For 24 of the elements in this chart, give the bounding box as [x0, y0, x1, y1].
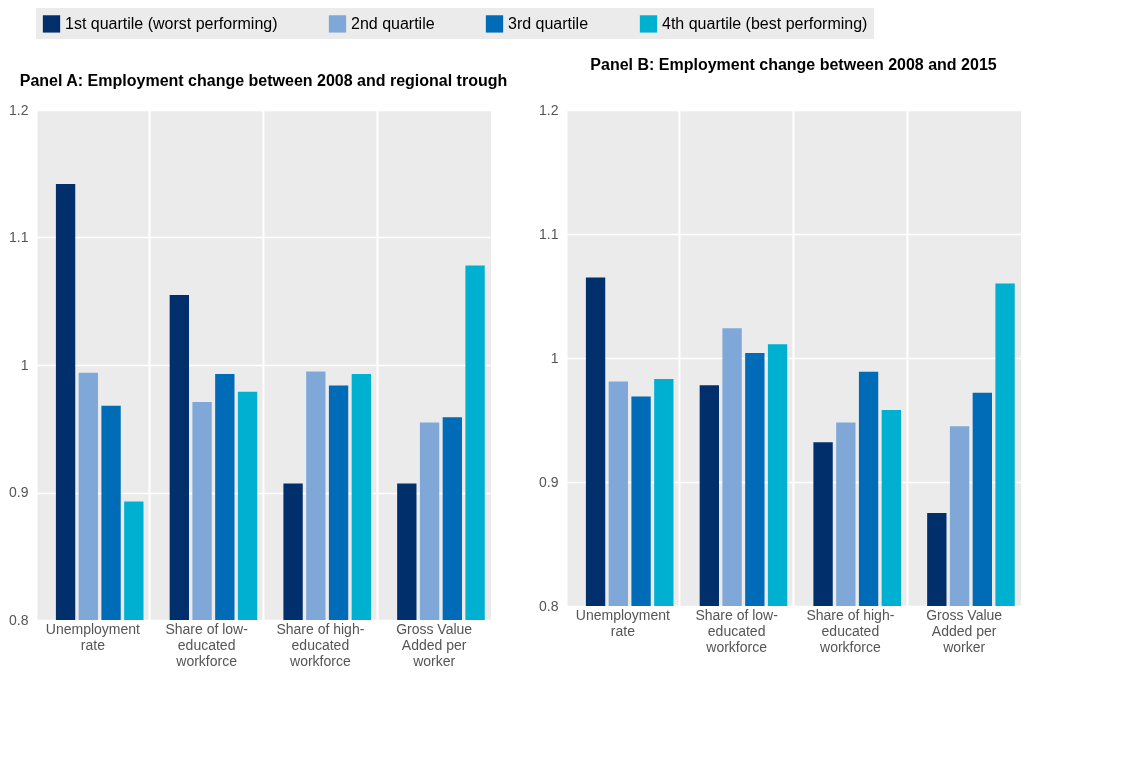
legend-label: 1st quartile (worst performing): [65, 14, 278, 32]
x-tick-label: Unemployment rate: [45, 620, 141, 653]
y-tick-label: 1.1: [539, 225, 559, 242]
x-tick-label: Unemployment rate: [575, 606, 671, 639]
legend-label: 2nd quartile: [351, 14, 435, 32]
x-tick-label: Share of low-educated workforce: [165, 620, 249, 669]
y-tick-label: 1.2: [9, 101, 29, 118]
y-tick-label: 0.8: [539, 597, 559, 614]
x-tick-label: Share of high-educated workforce: [806, 606, 895, 655]
y-tick-label: 0.9: [539, 473, 559, 490]
y-tick-label: 1: [550, 349, 559, 366]
y-tick-label: 1.2: [539, 101, 559, 118]
y-tick-label: 1: [20, 356, 29, 373]
chart-title: Panel B: Employment change between 2008 and 2015: [590, 56, 997, 73]
x-tick-label: Share of low-educated workforce: [695, 606, 779, 655]
x-tick-label: Share of high-educated workforce: [276, 620, 365, 669]
y-tick-label: 1.1: [9, 229, 29, 245]
chart-title: Panel A: Employment change between 2008 and regional trough: [19, 72, 508, 89]
legend-label: 3rd quartile: [508, 14, 589, 32]
legend-label: 4th quartile (best performing): [662, 14, 868, 32]
y-tick-label: 0.8: [9, 611, 29, 628]
x-tick-label: Gross Value Added per worker: [926, 606, 1003, 655]
x-tick-label: Gross Value Added per worker: [396, 620, 473, 669]
y-tick-label: 0.9: [9, 484, 29, 500]
